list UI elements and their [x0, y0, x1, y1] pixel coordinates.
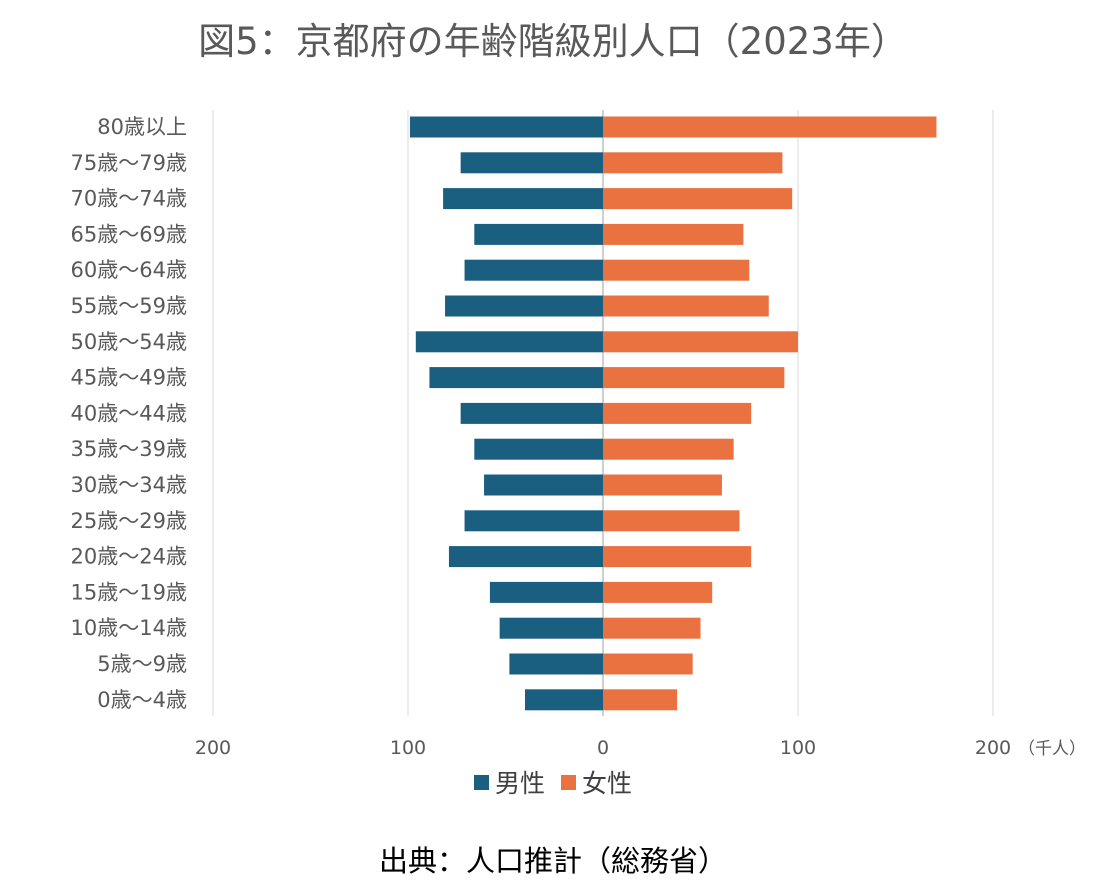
- bar-male: [464, 259, 603, 281]
- bar-female: [603, 188, 793, 210]
- bar-male: [443, 188, 603, 210]
- category-label: 75歳～79歳: [71, 151, 187, 175]
- category-label: 0歳～4歳: [97, 688, 187, 712]
- female-swatch: [561, 774, 576, 790]
- category-label: 10歳～14歳: [71, 616, 187, 640]
- category-label: 55歳～59歳: [71, 294, 187, 318]
- category-label: 50歳～54歳: [71, 330, 187, 354]
- legend: 男性 女性: [0, 762, 1106, 802]
- bar-female: [603, 546, 752, 568]
- source-note: 出典：人口推計（総務省）: [378, 844, 727, 878]
- category-label: 30歳～34歳: [71, 473, 187, 497]
- legend-label-female: 女性: [582, 769, 633, 798]
- bar-female: [603, 152, 783, 174]
- category-label: 15歳～19歳: [71, 580, 187, 604]
- bars: [409, 116, 937, 711]
- bar-female: [603, 259, 750, 281]
- bar-female: [603, 474, 722, 496]
- x-tick-labels: 200 100 0 100 200: [195, 737, 1011, 759]
- bar-female: [603, 581, 713, 603]
- unit-label: （千人）: [1018, 739, 1086, 759]
- x-tick-label: 200: [195, 737, 231, 759]
- bar-male: [499, 617, 603, 639]
- bar-female: [603, 438, 734, 460]
- category-label: 70歳～74歳: [71, 187, 187, 211]
- category-label: 40歳～44歳: [71, 401, 187, 425]
- bar-female: [603, 653, 693, 675]
- x-tick-label: 200: [975, 737, 1011, 759]
- bar-female: [603, 402, 752, 424]
- category-label: 5歳～9歳: [97, 652, 187, 676]
- category-label: 20歳～24歳: [71, 545, 187, 569]
- bar-male: [464, 510, 603, 532]
- category-label: 45歳～49歳: [71, 366, 187, 390]
- bar-female: [603, 295, 769, 317]
- chart-title: 図5：京都府の年齢階級別人口（2023年）: [198, 20, 908, 63]
- bar-female: [603, 689, 678, 711]
- legend-label-male: 男性: [494, 769, 545, 798]
- bar-male: [460, 152, 603, 174]
- bar-male: [429, 367, 603, 389]
- x-tick-label: 100: [780, 737, 816, 759]
- bar-male: [409, 116, 603, 138]
- legend-item-female: 女性: [561, 764, 632, 800]
- bar-female: [603, 331, 798, 353]
- bar-male: [484, 474, 603, 496]
- category-labels: 80歳以上 75歳～79歳 70歳～74歳 65歳～69歳 60歳～64歳 55歳～59歳…: [71, 115, 187, 712]
- category-label: 35歳～39歳: [71, 437, 187, 461]
- bar-male: [509, 653, 603, 675]
- bar-male: [445, 295, 603, 317]
- bar-male: [474, 223, 603, 245]
- x-tick-label: 100: [390, 737, 426, 759]
- category-label: 80歳以上: [97, 115, 187, 139]
- bar-male: [489, 581, 603, 603]
- bar-male: [460, 402, 603, 424]
- bar-male: [415, 331, 603, 353]
- bar-male: [448, 546, 603, 568]
- bar-female: [603, 617, 701, 639]
- bar-female: [603, 367, 785, 389]
- category-label: 65歳～69歳: [71, 222, 187, 246]
- bar-female: [603, 223, 744, 245]
- category-label: 25歳～29歳: [71, 509, 187, 533]
- category-label: 60歳～64歳: [71, 258, 187, 282]
- x-tick-label: 0: [597, 737, 609, 759]
- bar-male: [474, 438, 603, 460]
- bar-male: [525, 689, 603, 711]
- male-swatch: [473, 774, 489, 790]
- bar-female: [603, 116, 937, 138]
- legend-item-male: 男性: [473, 764, 545, 800]
- bar-female: [603, 510, 740, 532]
